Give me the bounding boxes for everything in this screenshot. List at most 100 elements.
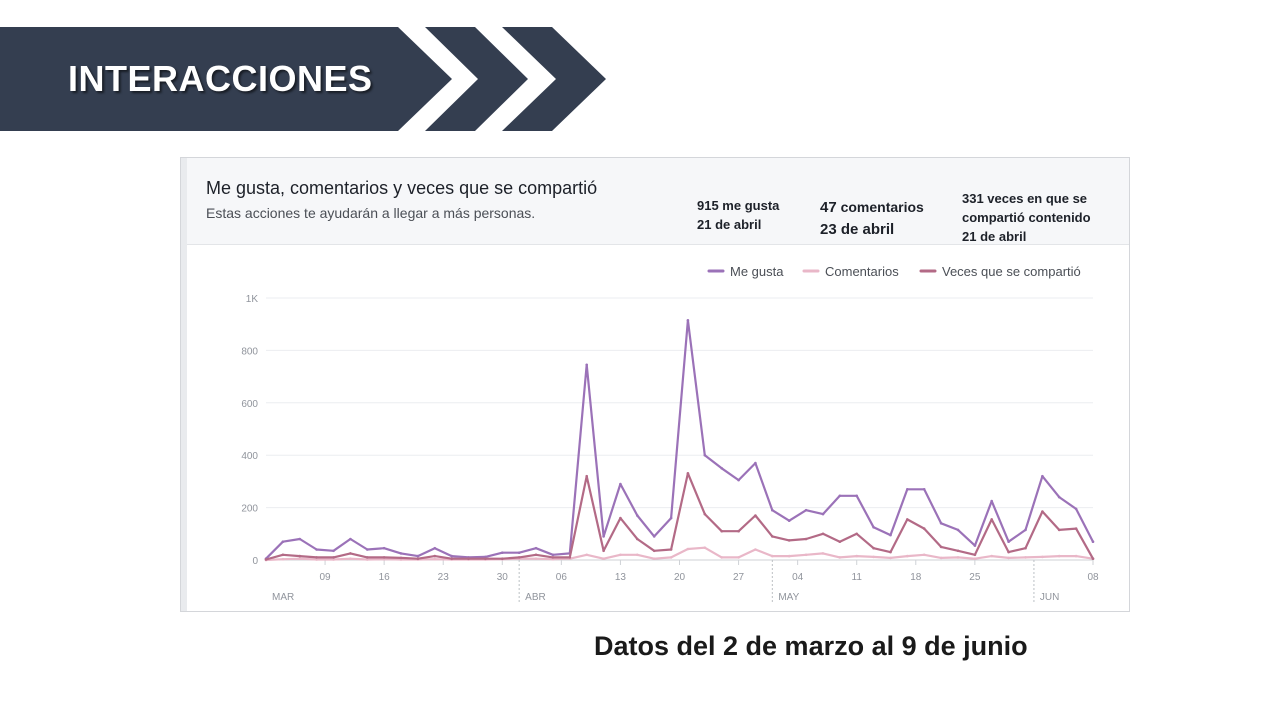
series-3-point-day-2 [281, 553, 285, 557]
series-1-point-day-40 [602, 535, 605, 538]
series-2-point-day-20 [433, 557, 437, 561]
series-1-point-day-10 [349, 537, 352, 541]
series-2-point-day-52 [703, 546, 707, 549]
chart-legend: Me gusta Comentarios Veces que se comparti… [707, 264, 1081, 279]
x-tick-label-35: 06 [556, 572, 568, 583]
x-tick-label-49: 20 [674, 572, 686, 583]
comments-peak-number: 47 [820, 199, 837, 216]
series-1-point-day-84 [973, 544, 977, 547]
series-1-point-day-26 [484, 555, 487, 559]
series-2-point-day-12 [366, 558, 369, 561]
series-2-point-day-8 [332, 558, 335, 561]
series-2-point-day-56 [737, 556, 740, 559]
series-3-point-day-30 [517, 556, 521, 559]
series-line-1 [264, 319, 1095, 560]
series-1-point-day-76 [906, 488, 909, 491]
series-1-point-day-94 [1057, 495, 1061, 499]
series-1-point-day-96 [1074, 507, 1078, 511]
series-1-point-day-12 [366, 548, 369, 551]
x-tick-label-14: 16 [379, 572, 391, 583]
series-3-point-day-32 [534, 553, 538, 557]
series-1-point-day-34 [551, 553, 555, 557]
series-3-point-day-36 [568, 556, 572, 559]
banner-chevron-1 [425, 27, 528, 131]
x-tick-label-28: 30 [497, 572, 509, 583]
series-3-point-day-72 [872, 546, 875, 550]
series-1-point-day-22 [450, 554, 454, 558]
series-1-point-day-60 [771, 508, 774, 512]
series-1-point-day-98 [1091, 540, 1095, 543]
series-3-point-day-14 [382, 556, 386, 559]
series-3-point-day-52 [703, 512, 707, 516]
series-2-point-day-90 [1024, 556, 1027, 559]
series-3-point-day-96 [1074, 527, 1078, 530]
x-tick-label-70: 11 [852, 572, 863, 583]
series-3-point-day-94 [1057, 528, 1061, 532]
series-2-point-day-6 [315, 558, 318, 561]
y-tick-label-0: 0 [252, 556, 258, 567]
chart-axes: 0 200 400 600 800 1K 09 16 23 30 06 13 20 27 04 11 18 25 0… [241, 294, 1099, 603]
chart-panel: Me gusta, comentarios y veces que se com… [180, 157, 1130, 612]
series-3-point-day-84 [973, 553, 977, 557]
series-1-point-day-38 [585, 363, 588, 367]
comments-peak-word: comentarios [840, 199, 924, 215]
series-1-point-day-56 [737, 478, 740, 482]
series-3-point-day-18 [416, 557, 420, 560]
x-tick-label-56: 27 [733, 572, 745, 583]
legend-label-3: Veces que se compartió [942, 264, 1081, 279]
legend-label-1: Me gusta [730, 264, 784, 279]
series-3-point-day-4 [298, 554, 302, 558]
series-1-point-day-44 [636, 514, 639, 517]
series-2-point-day-72 [872, 555, 875, 559]
series-1-point-day-46 [652, 535, 656, 538]
series-3-point-day-80 [939, 545, 943, 549]
series-3-point-day-16 [399, 556, 403, 560]
series-2-point-day-54 [720, 556, 723, 559]
series-3-point-day-22 [450, 557, 454, 560]
series-3-point-day-70 [855, 532, 858, 536]
series-1-point-day-42 [619, 482, 622, 486]
series-1-point-day-50 [686, 319, 690, 322]
series-2-point-day-64 [804, 553, 808, 557]
x-tick-label-7: 09 [320, 572, 332, 583]
banner-chevron-2 [502, 27, 606, 131]
x-month-label-jun: JUN [1040, 592, 1059, 603]
series-2-point-day-92 [1041, 555, 1044, 559]
series-3-point-day-6 [315, 556, 318, 559]
interactions-line-chart: Me gusta Comentarios Veces que se comparti… [241, 264, 1099, 603]
series-line-3 [264, 472, 1095, 561]
x-tick-label-42: 13 [615, 572, 627, 583]
legend-label-2: Comentarios [825, 264, 899, 279]
series-3-point-day-46 [652, 549, 656, 553]
series-1-point-day-80 [939, 522, 943, 525]
x-month-label-mar: MAR [272, 592, 294, 603]
x-tick-label-84: 25 [969, 572, 981, 583]
series-2-point-day-34 [551, 557, 555, 561]
series-2-point-day-58 [754, 548, 757, 551]
series-3-point-day-26 [484, 557, 487, 560]
series-1-point-day-54 [720, 467, 723, 470]
series-1-point-day-30 [517, 551, 521, 554]
series-1-point-day-68 [838, 494, 842, 498]
page-title: INTERACCIONES [68, 58, 373, 99]
y-tick-label-800: 800 [241, 346, 258, 357]
series-2-point-day-82 [956, 556, 960, 559]
series-1-point-day-16 [399, 552, 403, 555]
panel-title: Me gusta, comentarios y veces que se com… [206, 178, 598, 198]
series-1-point-day-90 [1024, 528, 1027, 532]
series-2-point-day-38 [585, 553, 588, 557]
series-3-point-day-74 [889, 550, 892, 554]
series-1-point-day-14 [382, 546, 386, 550]
series-2-point-day-42 [619, 553, 622, 557]
series-3-point-day-44 [636, 537, 639, 541]
series-2-point-day-4 [298, 557, 302, 560]
series-2-point-day-86 [990, 554, 993, 558]
y-tick-label-400: 400 [241, 451, 258, 462]
series-3-point-day-8 [332, 556, 335, 559]
shares-peak-date: 21 de abril [962, 229, 1027, 244]
series-3-point-day-48 [669, 548, 673, 551]
series-3-point-day-76 [906, 518, 909, 521]
series-2-point-day-74 [889, 556, 892, 560]
series-1-point-day-8 [332, 549, 335, 553]
series-3-point-day-82 [956, 549, 960, 553]
